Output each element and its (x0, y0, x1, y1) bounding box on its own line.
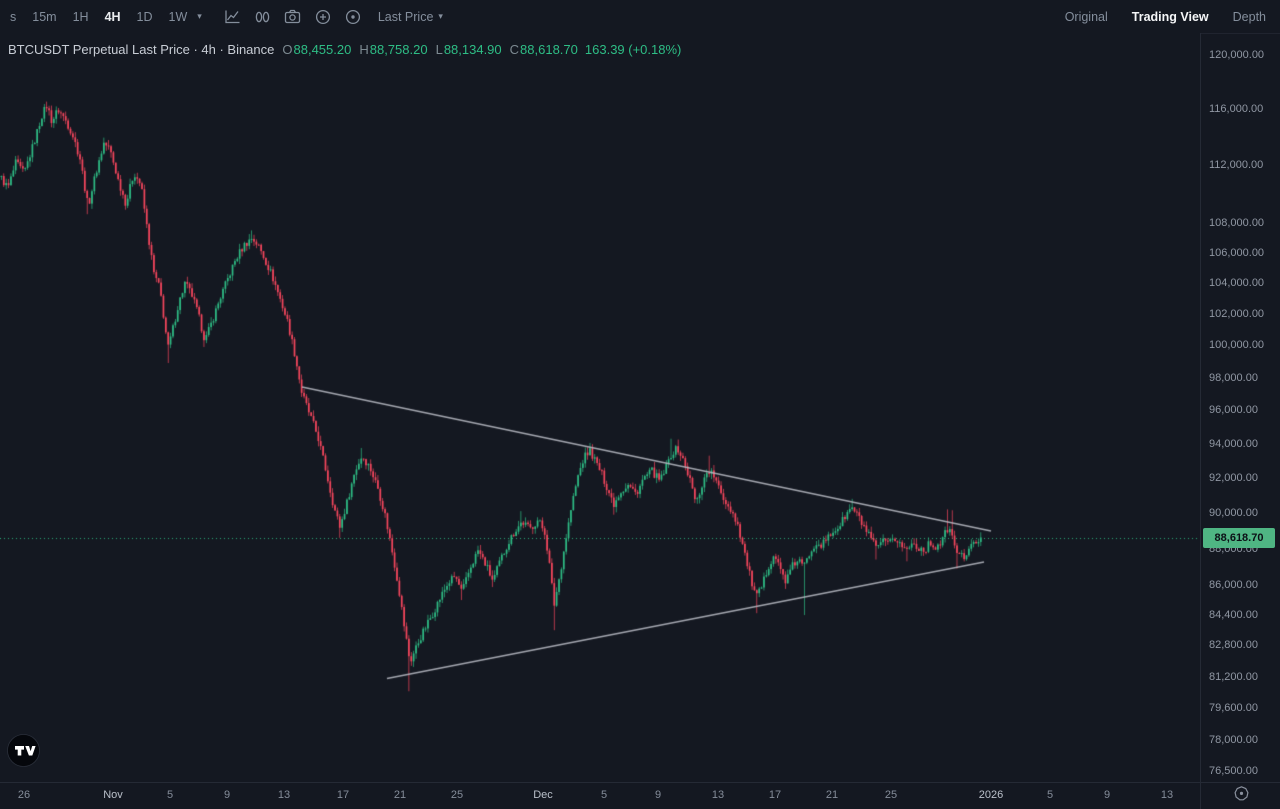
time-tick: 13 (711, 789, 725, 801)
price-tick: 76,500.00 (1209, 765, 1258, 778)
time-tick: 5 (600, 789, 608, 801)
price-tick: 108,000.00 (1209, 217, 1265, 230)
time-tick: 17 (768, 789, 782, 801)
price-tick: 98,000.00 (1209, 371, 1258, 384)
high-value: 88,758.20 (369, 42, 428, 57)
price-tick: 94,000.00 (1209, 437, 1258, 450)
price-tick: 84,400.00 (1209, 609, 1258, 622)
low-value: 88,134.90 (443, 42, 502, 57)
price-mode-caret-icon: ▾ (438, 11, 443, 21)
time-tick: 5 (1046, 789, 1054, 801)
view-tab-trading-view[interactable]: Trading View (1131, 9, 1209, 24)
open-label: O (282, 42, 293, 57)
time-tick: 9 (223, 789, 231, 801)
camera-icon[interactable] (278, 9, 308, 24)
price-tick: 79,600.00 (1209, 702, 1258, 715)
price-tick: 120,000.00 (1209, 49, 1265, 62)
price-tick: 92,000.00 (1209, 471, 1258, 484)
price-tick: 78,000.00 (1209, 734, 1258, 747)
last-price-label: 88,618.70 (1203, 527, 1275, 548)
time-tick: Dec (533, 789, 553, 801)
price-tick: 116,000.00 (1209, 103, 1264, 116)
timeframe-1h[interactable]: 1H (72, 9, 89, 24)
close-label: C (509, 42, 520, 57)
price-tick: 96,000.00 (1209, 404, 1258, 417)
change-value: 163.39 (+0.18%) (584, 42, 682, 57)
close-value: 88,618.70 (520, 42, 578, 57)
price-tick: 82,800.00 (1209, 639, 1258, 652)
axis-settings-gear-icon (1233, 785, 1250, 807)
price-tick: 106,000.00 (1209, 246, 1265, 259)
time-tick: 9 (654, 789, 662, 801)
low-label: L (435, 42, 443, 57)
time-axis[interactable]: 26 Nov 5 9 13 17 21 25 Dec 5 9 13 17 21 25 2026 5 9 13 (0, 782, 1280, 809)
time-tick: 21 (825, 789, 839, 801)
crosshair-target-icon[interactable] (338, 9, 368, 25)
view-tab-group: Original Trading View Depth (1065, 10, 1266, 24)
price-tick: 86,000.00 (1209, 579, 1258, 592)
time-tick: 5 (166, 789, 174, 801)
time-tick: 13 (277, 789, 291, 801)
toolbar-tools (218, 9, 368, 25)
timeframe-1d[interactable]: 1D (136, 9, 153, 24)
compare-icon[interactable] (248, 9, 278, 25)
time-tick: 25 (450, 789, 464, 801)
timeframe-4h[interactable]: 4H (104, 9, 121, 24)
price-tick: 81,200.00 (1209, 670, 1258, 683)
price-tick: 112,000.00 (1209, 159, 1264, 172)
timeframe-dropdown-caret[interactable]: ▾ (197, 11, 202, 21)
price-axis[interactable]: 120,000.00 116,000.00 112,000.00 108,000.00… (1200, 33, 1280, 782)
view-tab-original[interactable]: Original (1064, 9, 1108, 24)
time-tick: 17 (336, 789, 350, 801)
high-label: H (359, 42, 369, 57)
time-tick: 26 (17, 789, 31, 801)
price-mode-label: Last Price (377, 9, 434, 24)
price-tick: 102,000.00 (1209, 307, 1265, 320)
axis-settings-corner[interactable] (1200, 782, 1280, 809)
tradingview-logo[interactable] (7, 734, 40, 767)
chart-legend: BTCUSDT Perpetual Last Price · 4h · Bina… (8, 42, 681, 57)
time-tick: Nov (103, 789, 123, 801)
time-tick: 13 (1160, 789, 1174, 801)
chart-area: BTCUSDT Perpetual Last Price · 4h · Bina… (0, 33, 1280, 809)
zoom-in-icon[interactable] (308, 9, 338, 25)
price-mode-dropdown[interactable]: Last Price ▾ (378, 10, 449, 24)
view-tab-depth[interactable]: Depth (1232, 9, 1266, 24)
symbol-title: BTCUSDT Perpetual Last Price · 4h · Bina… (8, 42, 275, 57)
timeframe-s[interactable]: s (10, 9, 17, 24)
time-tick: 9 (1103, 789, 1111, 801)
timeframe-15m[interactable]: 15m (32, 9, 57, 24)
time-tick: 2026 (978, 789, 1004, 801)
time-tick: 25 (884, 789, 898, 801)
price-tick: 104,000.00 (1209, 277, 1265, 290)
timeframe-1w[interactable]: 1W (168, 9, 188, 24)
line-chart-icon[interactable] (218, 9, 248, 25)
timeframe-group: s 15m 1H 4H 1D 1W (2, 7, 195, 27)
time-tick: 21 (393, 789, 407, 801)
price-tick: 90,000.00 (1209, 506, 1258, 519)
open-value: 88,455.20 (293, 42, 352, 57)
chart-toolbar: s 15m 1H 4H 1D 1W ▾ Last Price ▾ Original T (0, 0, 1280, 34)
price-tick: 100,000.00 (1209, 339, 1265, 352)
candlestick-chart-canvas[interactable] (0, 33, 1200, 782)
